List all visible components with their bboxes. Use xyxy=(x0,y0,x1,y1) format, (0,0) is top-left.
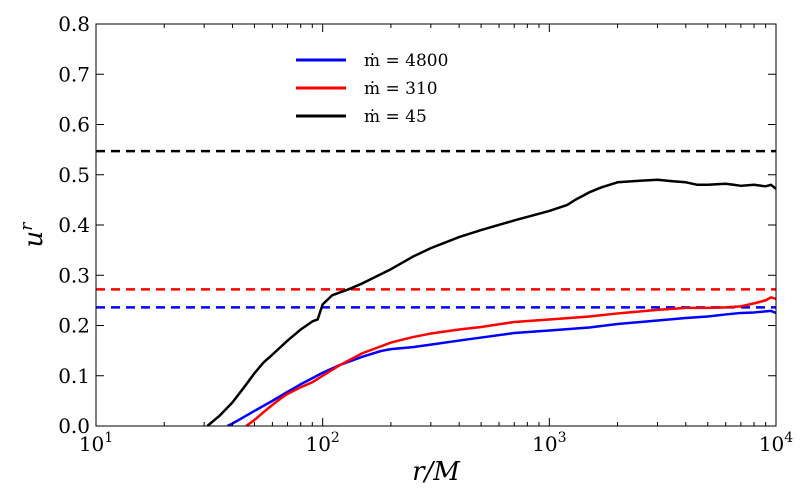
x-tick-label: 103 xyxy=(532,430,566,456)
labels-layer: r/M ur xyxy=(17,222,461,487)
x-tick-label: 102 xyxy=(305,430,339,456)
series-line-mdot-310 xyxy=(245,296,776,426)
y-tick-label: 0.6 xyxy=(58,113,90,137)
y-tick-label: 0.2 xyxy=(58,314,90,338)
y-tick-label: 0.1 xyxy=(58,364,90,388)
series-layer xyxy=(96,149,776,426)
ticks-layer: 0.0 0.1 0.2 0.3 0.4 0.5 0.6 0.7 0.8 101 102 103 104 xyxy=(58,12,793,456)
y-tick-label: 0.3 xyxy=(58,263,90,287)
x-tick-label: 104 xyxy=(759,430,793,456)
legend-label-mdot-4800: ṁ = 4800 xyxy=(364,51,448,71)
legend: ṁ = 4800 ṁ = 310 ṁ = 45 xyxy=(296,51,448,127)
y-tick-label: 0.0 xyxy=(58,414,90,438)
y-tick-label: 0.4 xyxy=(58,213,90,237)
y-tick-label: 0.8 xyxy=(58,12,90,36)
x-axis-label: r/M xyxy=(412,457,461,487)
legend-label-mdot-310: ṁ = 310 xyxy=(364,79,438,99)
legend-label-mdot-45: ṁ = 45 xyxy=(364,107,427,127)
y-axis-label: ur xyxy=(17,222,49,248)
x-tick-label: 101 xyxy=(79,430,113,456)
series-line-mdot-45 xyxy=(206,178,776,426)
y-tick-label: 0.7 xyxy=(58,62,90,86)
series-line-mdot-4800 xyxy=(226,309,776,426)
y-tick-label: 0.5 xyxy=(58,163,90,187)
